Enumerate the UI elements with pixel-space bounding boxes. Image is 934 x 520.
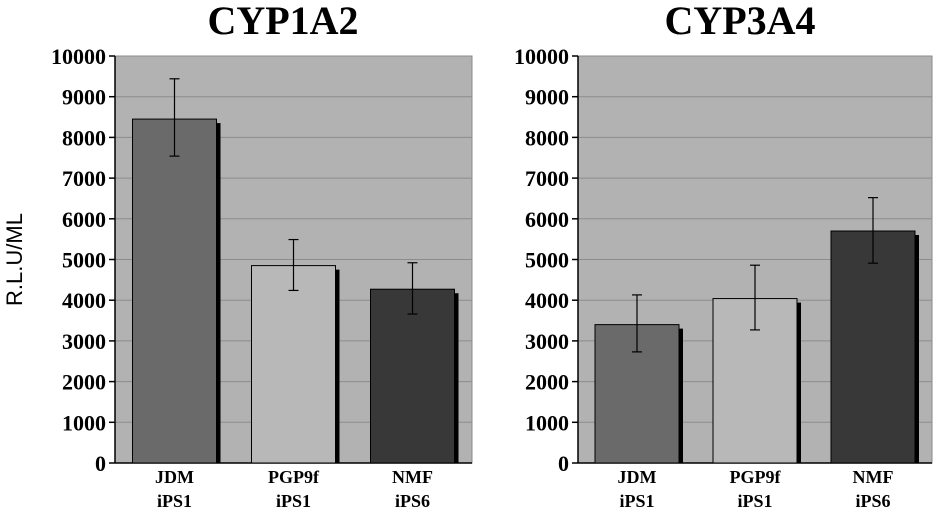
y-tick-label: 8000	[525, 125, 569, 150]
x-category-label: NMF	[392, 467, 433, 487]
y-tick-label: 5000	[62, 248, 106, 273]
y-tick-label: 0	[95, 451, 106, 476]
x-category-label: PGP9f	[268, 467, 320, 487]
chart-title: CYP1A2	[207, 0, 358, 43]
y-tick-label: 2000	[62, 370, 106, 395]
x-category-label: PGP9f	[730, 467, 782, 487]
y-tick-label: 4000	[62, 288, 106, 313]
y-tick-label: 1000	[62, 410, 106, 435]
y-tick-label: 3000	[525, 329, 569, 354]
x-category-label: iPS1	[157, 491, 192, 511]
y-tick-label: 9000	[62, 85, 106, 110]
x-category-label: iPS6	[395, 491, 430, 511]
y-tick-label: 1000	[525, 410, 569, 435]
x-category-label: iPS6	[855, 491, 890, 511]
x-category-label: iPS1	[619, 491, 654, 511]
y-tick-label: 2000	[525, 370, 569, 395]
bar-jdm-ips1	[132, 118, 217, 464]
x-category-label: NMF	[853, 467, 894, 487]
y-tick-label: 5000	[525, 248, 569, 273]
y-tick-label: 7000	[525, 166, 569, 191]
chart-panel-0: 0 1000 2000 3000 4000 5000 6000 7000 8000 9000 100…	[2, 0, 473, 511]
x-category-label: JDM	[155, 467, 194, 487]
y-tick-label: 7000	[62, 166, 106, 191]
chart-panel-1: 0 1000 2000 3000 4000 5000 6000 7000 8000 9000 100…	[514, 0, 933, 511]
bar-nmf-ips6	[370, 288, 455, 464]
y-tick-label: 6000	[525, 207, 569, 232]
y-axis-label: R.L.U/ML	[2, 213, 27, 306]
y-tick-label: 6000	[62, 207, 106, 232]
bar-pgp9f-ips1	[251, 265, 336, 464]
y-tick-label: 4000	[525, 288, 569, 313]
x-category-label: iPS1	[276, 491, 311, 511]
y-tick-label: 8000	[62, 125, 106, 150]
x-category-label: iPS1	[737, 491, 772, 511]
bar-nmf-ips6	[830, 230, 916, 464]
y-tick-label: 3000	[62, 329, 106, 354]
y-tick-label: 9000	[525, 85, 569, 110]
y-tick-label: 10000	[514, 44, 569, 69]
y-tick-label: 0	[558, 451, 569, 476]
chart-title: CYP3A4	[664, 0, 815, 43]
x-category-label: JDM	[618, 467, 657, 487]
y-tick-label: 10000	[51, 44, 106, 69]
